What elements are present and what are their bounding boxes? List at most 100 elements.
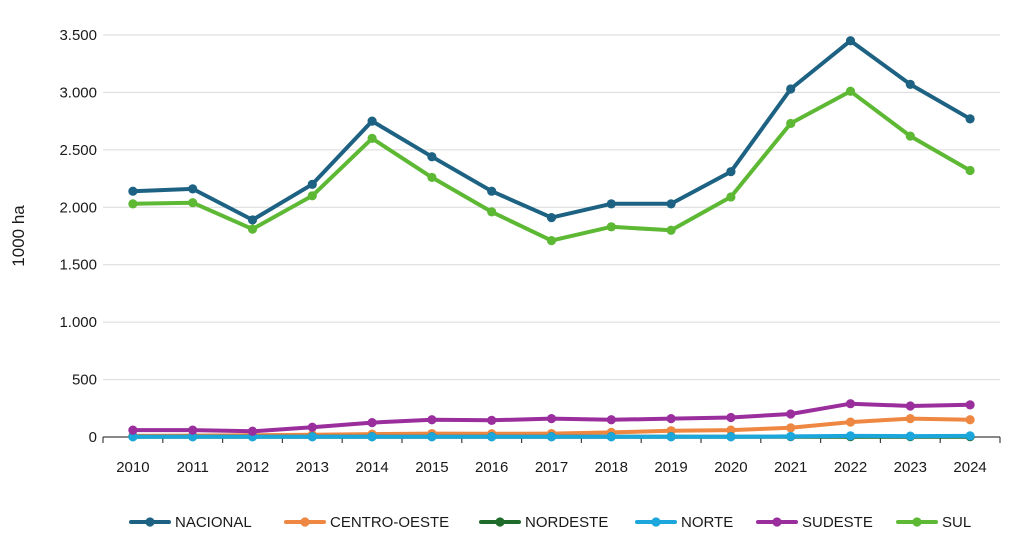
- y-tick-label: 500: [72, 372, 97, 389]
- data-point: [786, 431, 796, 442]
- x-tick-label: 2024: [953, 459, 986, 476]
- y-tick-label: 0: [89, 429, 97, 446]
- legend-item: NORDESTE: [479, 514, 608, 531]
- data-point: [845, 431, 856, 441]
- data-point: [546, 414, 557, 424]
- axes: 0 500 1.000 1.500 2.000 2.500 3.000 3.500 2010 20…: [59, 27, 1001, 476]
- legend-label: SUL: [942, 514, 971, 531]
- legend-label: NORTE: [681, 514, 733, 531]
- data-point: [786, 118, 796, 129]
- data-point: [965, 400, 975, 410]
- data-point: [427, 432, 437, 442]
- legend-label: NACIONAL: [175, 514, 252, 531]
- x-tick-label: 2018: [595, 459, 628, 476]
- data-point: [845, 417, 856, 427]
- data-point: [786, 84, 796, 94]
- legend-swatch-marker: [495, 517, 505, 527]
- data-point: [905, 414, 915, 424]
- y-tick-label: 2.000: [59, 199, 97, 216]
- data-point: [726, 425, 736, 435]
- data-point: [606, 432, 616, 442]
- data-point: [965, 114, 975, 124]
- legend-label: NORDESTE: [525, 514, 608, 531]
- x-tick-label: 2014: [355, 459, 388, 476]
- data-point: [786, 409, 796, 419]
- data-point: [188, 425, 198, 435]
- x-tick-label: 2012: [236, 459, 269, 476]
- data-point: [307, 432, 317, 442]
- legend-item: SUL: [896, 514, 971, 531]
- data-point: [845, 36, 856, 46]
- data-point: [247, 426, 258, 436]
- x-tick-label: 2010: [116, 459, 149, 476]
- data-point: [487, 432, 497, 442]
- y-tick-label: 3.000: [59, 84, 97, 101]
- legend-label: SUDESTE: [802, 514, 873, 531]
- data-point: [606, 222, 616, 232]
- legend-swatch-marker: [651, 517, 661, 527]
- data-point: [965, 165, 975, 176]
- data-point: [367, 432, 377, 442]
- y-tick-label: 3.500: [59, 27, 97, 44]
- data-point: [666, 225, 676, 235]
- data-point: [307, 179, 317, 189]
- data-point: [427, 152, 437, 162]
- legend-item: CENTRO-OESTE: [284, 514, 449, 531]
- legend-item: SUDESTE: [756, 514, 873, 531]
- data-point: [905, 401, 915, 411]
- data-point: [128, 425, 138, 435]
- legend-label: CENTRO-OESTE: [330, 514, 449, 531]
- x-tick-label: 2021: [774, 459, 807, 476]
- data-point: [606, 199, 616, 209]
- x-tick-label: 2013: [296, 459, 329, 476]
- data-point: [965, 415, 975, 425]
- data-point: [188, 198, 198, 208]
- data-point: [487, 415, 497, 425]
- data-point: [546, 213, 557, 223]
- data-point: [427, 415, 437, 425]
- data-point: [487, 207, 497, 217]
- data-point: [188, 432, 198, 442]
- legend-swatch-marker: [772, 517, 782, 527]
- data-point: [905, 131, 915, 141]
- data-point: [546, 235, 557, 246]
- series-line: [130, 38, 973, 222]
- data-point: [307, 191, 317, 201]
- data-point: [247, 224, 258, 234]
- data-point: [546, 432, 557, 442]
- data-point: [128, 186, 138, 196]
- data-point: [726, 192, 736, 202]
- data-point: [666, 432, 676, 442]
- data-point: [726, 412, 736, 423]
- series-norte: [128, 431, 975, 442]
- y-tick-label: 1.500: [59, 257, 97, 274]
- data-point: [965, 431, 975, 441]
- series-sul: [128, 86, 975, 246]
- data-point: [726, 167, 736, 177]
- legend-item: NACIONAL: [129, 514, 252, 531]
- series-lines: [128, 36, 975, 442]
- data-point: [786, 423, 796, 433]
- x-tick-label: 2019: [654, 459, 687, 476]
- data-point: [367, 418, 377, 428]
- y-axis-title: 1000 ha: [9, 205, 28, 267]
- x-tick-label: 2017: [535, 459, 568, 476]
- data-point: [367, 116, 377, 126]
- data-point: [128, 199, 138, 209]
- data-point: [427, 172, 437, 183]
- data-point: [307, 422, 317, 432]
- data-point: [726, 432, 736, 442]
- data-point: [905, 79, 915, 89]
- data-point: [128, 432, 138, 442]
- data-point: [845, 86, 856, 96]
- x-tick-label: 2020: [714, 459, 747, 476]
- x-tick-label: 2023: [894, 459, 927, 476]
- gridlines: [103, 34, 1000, 381]
- data-point: [247, 215, 258, 225]
- data-point: [487, 186, 497, 196]
- data-point: [666, 414, 676, 424]
- data-point: [666, 199, 676, 209]
- x-tick-label: 2011: [177, 459, 209, 476]
- legend-swatch-marker: [300, 517, 310, 527]
